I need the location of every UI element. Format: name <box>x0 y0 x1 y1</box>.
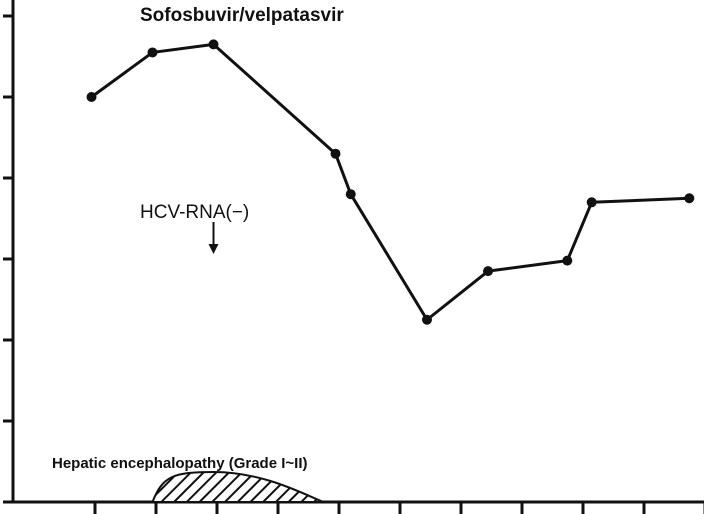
data-point <box>684 193 695 204</box>
treatment-label: Sofosbuvir/velpatasvir <box>140 5 344 26</box>
hcv-rna-annotation: HCV-RNA(−) <box>140 202 249 223</box>
data-point <box>345 189 356 200</box>
data-point <box>483 266 493 277</box>
data-point <box>422 314 432 325</box>
data-point <box>147 47 158 58</box>
data-point <box>562 255 573 266</box>
data-point <box>208 39 219 50</box>
series-line <box>90 42 690 322</box>
data-point <box>586 197 597 208</box>
axes <box>3 0 704 514</box>
data-point <box>86 92 97 102</box>
arrow-head <box>208 244 219 254</box>
hepatic-encephalopathy-band <box>151 470 324 503</box>
data-point <box>330 148 341 159</box>
hcv-rna-arrow <box>208 222 219 254</box>
data-points <box>86 39 695 325</box>
hepatic-encephalopathy-label: Hepatic encephalopathy (Grade I~II) <box>52 455 307 472</box>
